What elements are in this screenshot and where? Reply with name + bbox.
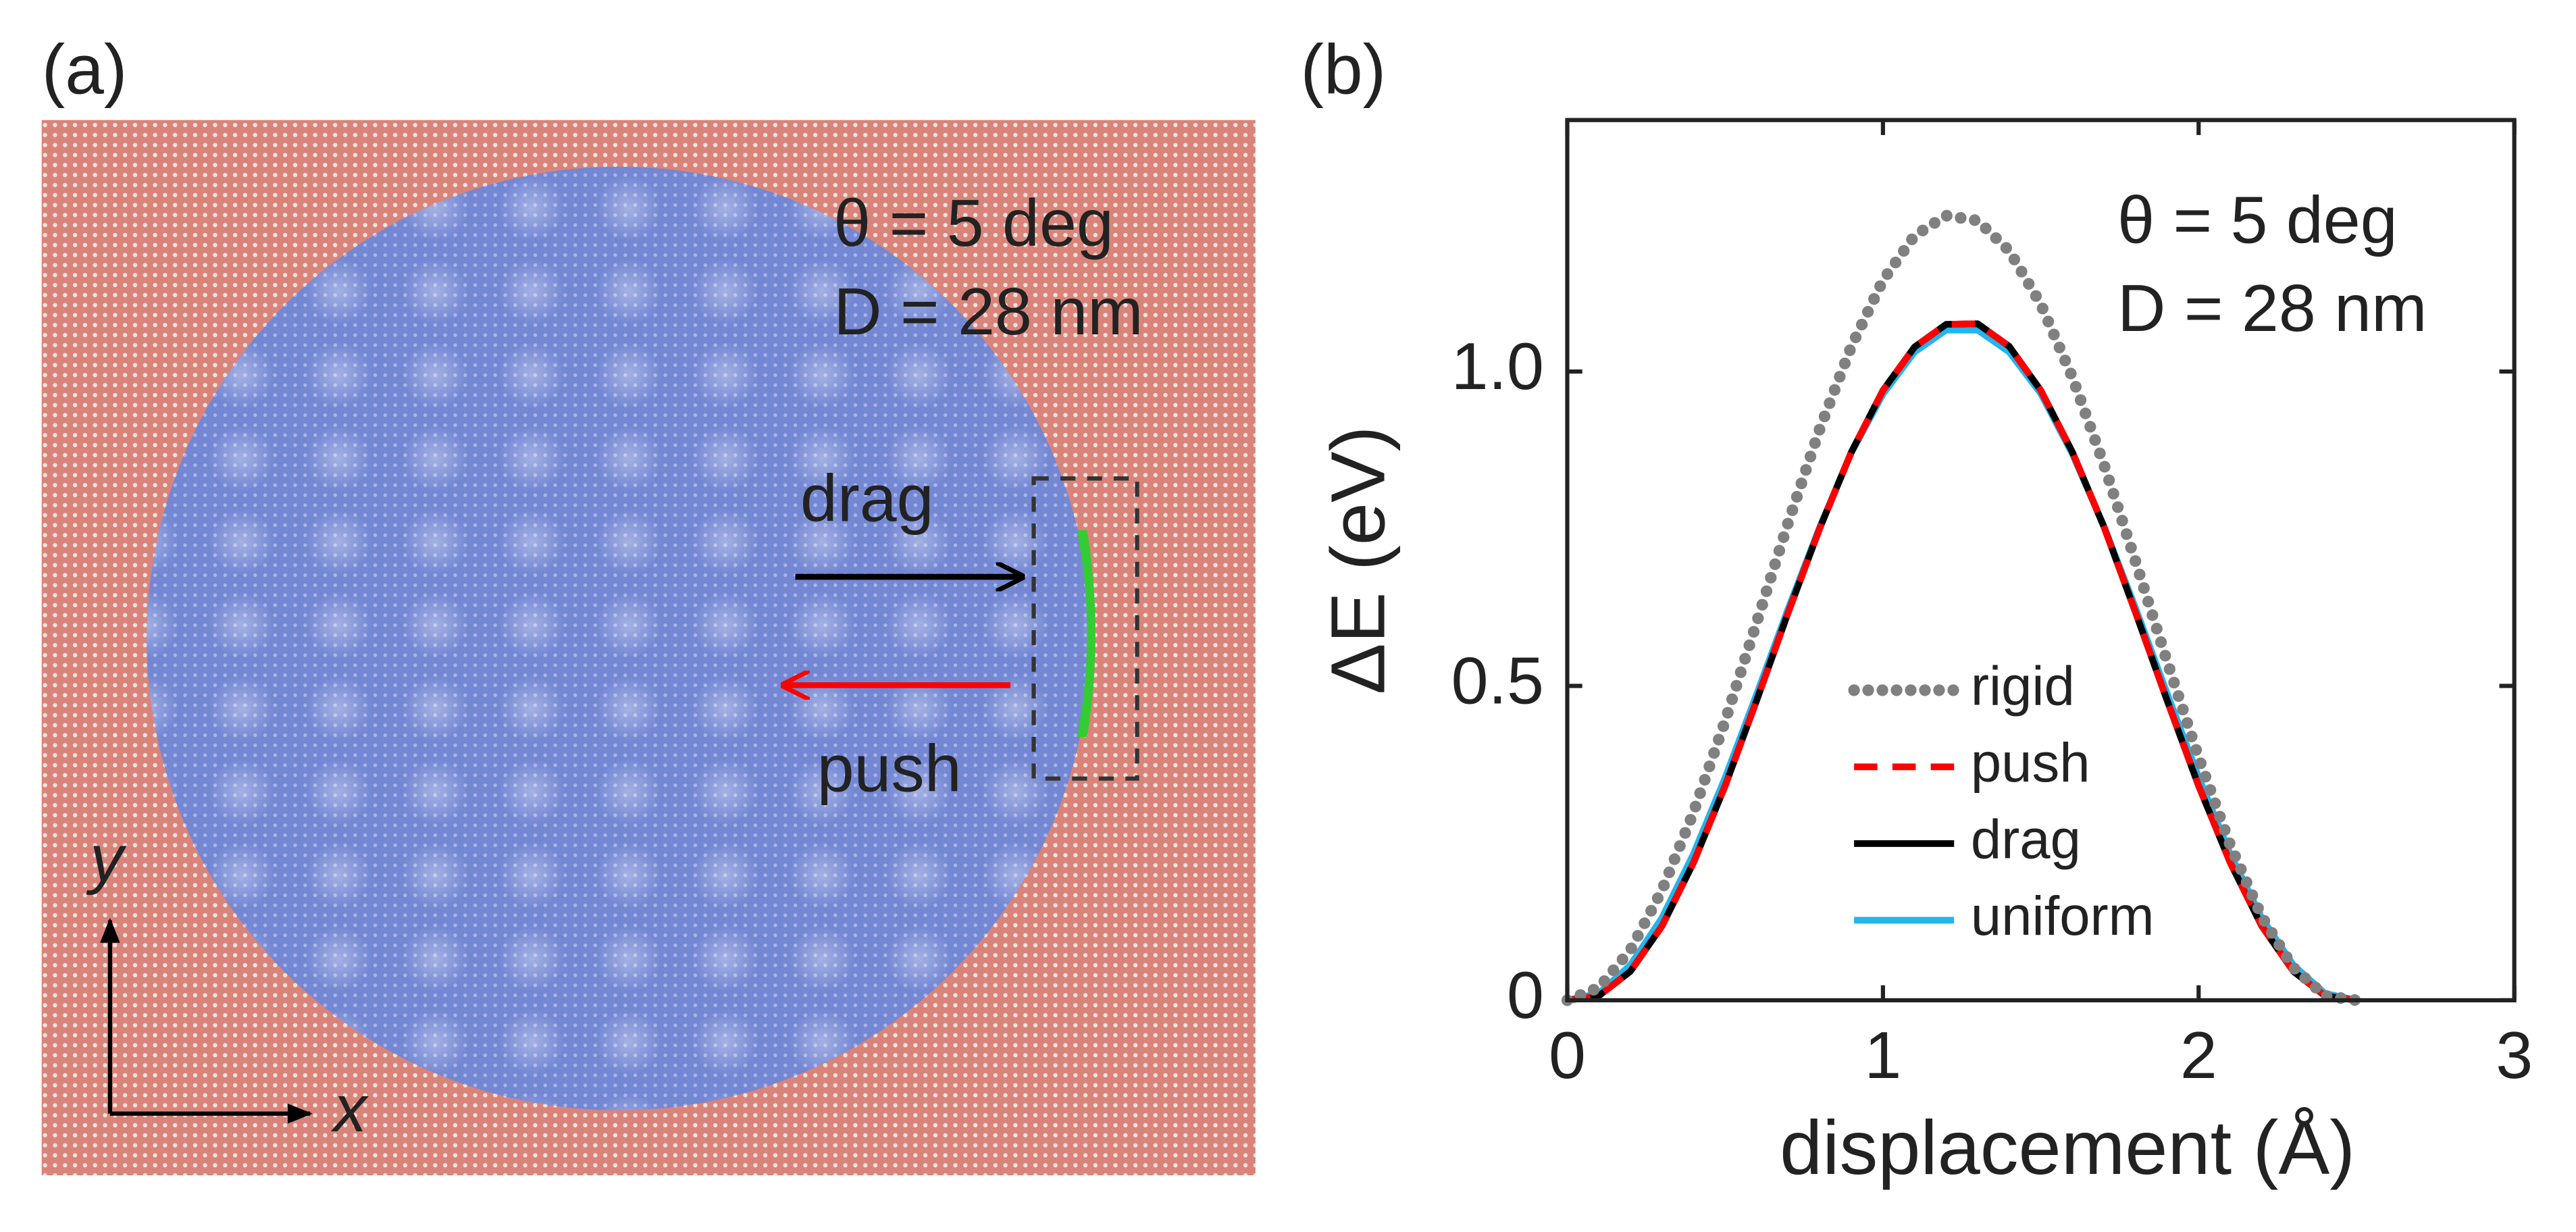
x-tick-label: 3: [2496, 1018, 2533, 1092]
annotation: D = 28 nm: [833, 274, 1143, 349]
panel-b: (b) θ = 5 deg D = 28 nm displacement (Å)…: [1301, 30, 2533, 1191]
legend-label: rigid: [1971, 655, 2075, 717]
axis-label: y: [86, 821, 127, 896]
x-tick-label: 2: [2180, 1018, 2217, 1092]
legend-label: drag: [1971, 808, 2081, 870]
annotation: θ = 5 deg: [2117, 182, 2397, 257]
dashed-box: [1031, 476, 1139, 781]
series-line: [1561, 209, 2363, 1006]
y-tick-label: 1.0: [1451, 329, 1544, 403]
series-line: [1566, 326, 2358, 1004]
edge-region: [1077, 530, 1096, 737]
x-tick-label: 0: [1549, 1018, 1586, 1092]
y-axis-label: ΔE (eV): [1315, 426, 1401, 695]
series-line: [1566, 320, 2357, 1004]
x-axis-label: displacement (Å): [1780, 1105, 2355, 1191]
arrow-label: drag: [800, 461, 934, 535]
moire: [147, 166, 1091, 1110]
legend-label: push: [1971, 732, 2090, 794]
panel-label: (a): [42, 30, 128, 108]
arrow-label: push: [817, 731, 962, 805]
y-tick-label: 0.5: [1451, 644, 1544, 718]
panel-label: (b): [1301, 30, 1387, 108]
panel-a: (a) drag push θ = 5 deg D = 28 nm x y: [42, 30, 1256, 1176]
series-line: [1566, 320, 2357, 1004]
x-tick-label: 1: [1864, 1018, 1901, 1092]
annotation: D = 28 nm: [2117, 271, 2427, 345]
axis-label: x: [331, 1071, 369, 1146]
y-tick-label: 0: [1507, 958, 1544, 1032]
legend-label: uniform: [1971, 886, 2155, 947]
annotation: θ = 5 deg: [833, 186, 1113, 260]
plot-frame: [1565, 118, 2517, 1003]
